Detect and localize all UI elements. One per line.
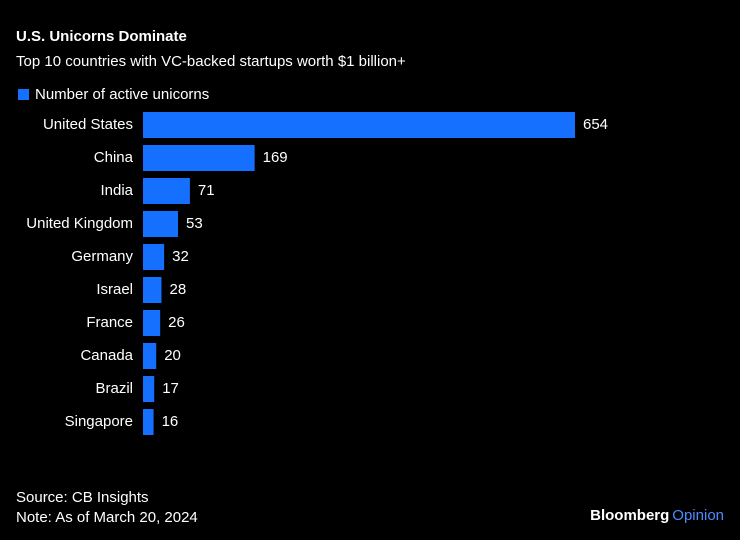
value-label: 16: [162, 413, 179, 430]
chart-subtitle: Top 10 countries with VC-backed startups…: [16, 53, 406, 70]
y-tick-label: India: [100, 182, 133, 199]
y-tick-label: Germany: [71, 248, 133, 265]
legend-label: Number of active unicorns: [35, 86, 209, 103]
bar: [143, 409, 154, 435]
value-label: 32: [172, 248, 189, 265]
bar: [143, 343, 157, 369]
y-tick-label: Canada: [80, 347, 133, 364]
chart-title: U.S. Unicorns Dominate: [16, 28, 187, 45]
legend-swatch: [18, 89, 29, 100]
y-tick-label: United States: [43, 116, 133, 133]
y-tick-label: Singapore: [65, 413, 133, 430]
bar: [143, 178, 190, 204]
logo: Bloomberg Opinion: [590, 507, 724, 524]
bar: [143, 112, 575, 138]
bar: [143, 244, 165, 270]
value-label: 20: [164, 347, 181, 364]
y-tick-label: United Kingdom: [26, 215, 133, 232]
logo-brand: Bloomberg: [590, 507, 669, 524]
bar: [143, 277, 162, 303]
value-label: 654: [583, 116, 608, 133]
logo-section: Opinion: [672, 507, 724, 524]
value-label: 28: [169, 281, 186, 298]
value-label: 71: [198, 182, 215, 199]
source: Source: CB Insights: [16, 489, 149, 506]
value-label: 53: [186, 215, 203, 232]
bar: [143, 376, 155, 402]
value-label: 169: [263, 149, 288, 166]
value-label: 17: [162, 380, 179, 397]
y-tick-label: Israel: [96, 281, 133, 298]
bar: [143, 310, 161, 336]
y-tick-label: Brazil: [95, 380, 133, 397]
note: Note: As of March 20, 2024: [16, 509, 198, 526]
value-label: 26: [168, 314, 185, 331]
y-tick-label: France: [86, 314, 133, 331]
y-tick-label: China: [94, 149, 134, 166]
bar: [143, 145, 255, 171]
bar: [143, 211, 179, 237]
